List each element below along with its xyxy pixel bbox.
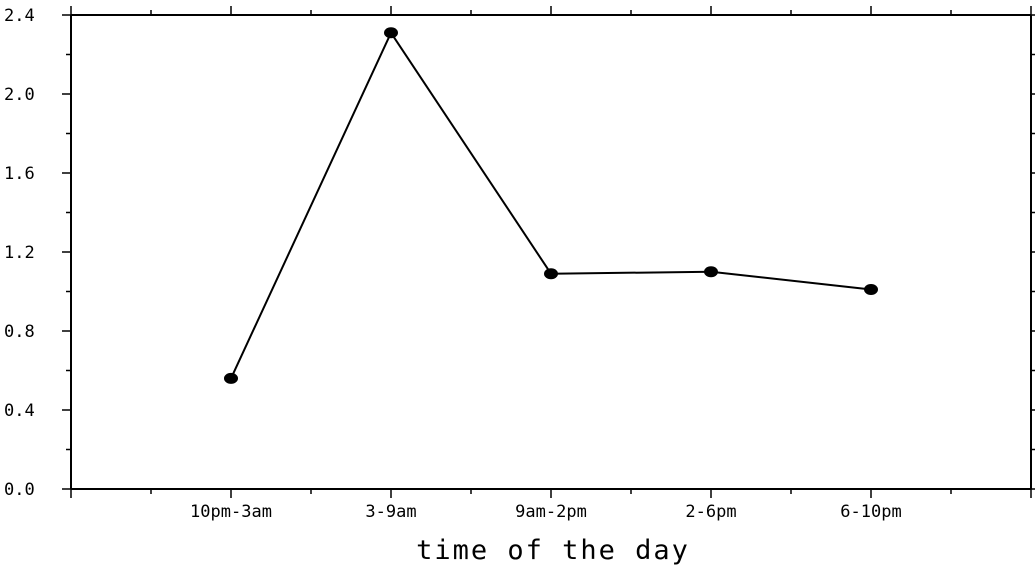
y-tick-label: 1.6 <box>4 164 35 184</box>
tick-labels: 0.0 0.4 0.8 1.2 1.6 2.0 2.4 10pm-3am 3-9am 9am-2p… <box>4 6 902 522</box>
x-tick-label: 2-6pm <box>685 502 736 522</box>
data-point <box>864 284 878 296</box>
data-point <box>384 27 398 39</box>
ticks <box>62 6 1035 498</box>
x-tick-label: 10pm-3am <box>190 502 272 522</box>
y-tick-label: 2.0 <box>4 85 35 105</box>
data-point <box>704 266 718 278</box>
y-tick-label: 0.8 <box>4 322 35 342</box>
y-tick-label: 0.4 <box>4 401 35 421</box>
data-point <box>224 372 238 384</box>
y-tick-label: 2.4 <box>4 6 35 26</box>
x-axis-title: time of the day <box>416 535 690 566</box>
x-tick-label: 3-9am <box>365 502 416 522</box>
data-point <box>544 268 558 280</box>
x-tick-label: 9am-2pm <box>515 502 587 522</box>
x-tick-label: 6-10pm <box>840 502 901 522</box>
y-tick-label: 0.0 <box>4 480 35 500</box>
series-line <box>230 30 872 379</box>
series <box>224 27 878 384</box>
axes <box>70 14 1032 490</box>
y-tick-label: 1.2 <box>4 243 35 263</box>
